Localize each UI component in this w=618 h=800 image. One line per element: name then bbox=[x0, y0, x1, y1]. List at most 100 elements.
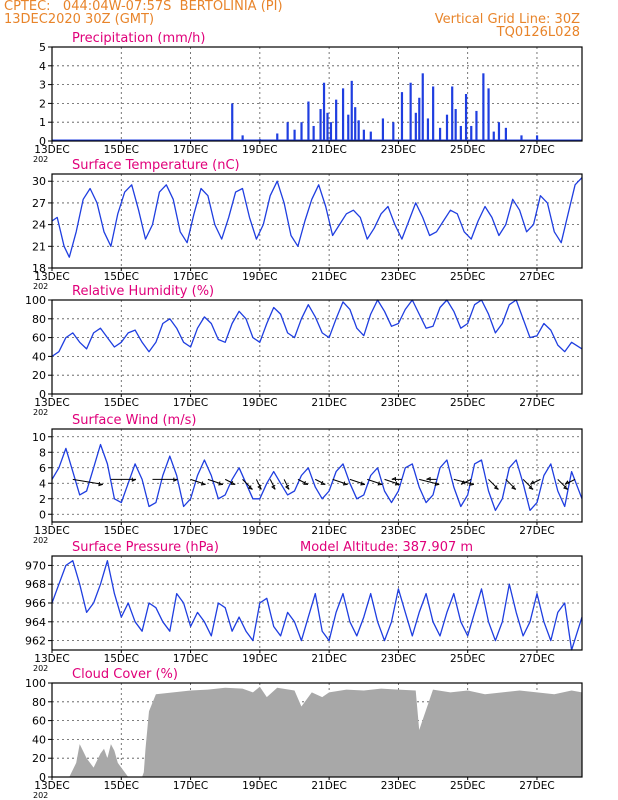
precip-bar bbox=[347, 114, 350, 141]
precip-bar bbox=[307, 101, 310, 141]
x-tick-label: 17DEC bbox=[173, 271, 208, 283]
x-tick-label: 27DEC bbox=[519, 271, 554, 283]
wind-vector-head bbox=[493, 485, 499, 490]
x-tick-label: 27DEC bbox=[519, 397, 554, 409]
x-tick-label: 23DEC bbox=[381, 397, 416, 409]
precip-bar bbox=[241, 135, 244, 141]
y-tick-label: 4 bbox=[39, 477, 46, 490]
precip-bar bbox=[276, 133, 279, 141]
wind-vector-shaft bbox=[367, 478, 383, 485]
wind-vector-shaft bbox=[315, 478, 326, 485]
wind-vector-head bbox=[563, 485, 568, 490]
precip-frame bbox=[51, 46, 583, 142]
wind-vector-head bbox=[391, 476, 396, 482]
model-altitude-label: Model Altitude: 387.907 m bbox=[300, 540, 473, 555]
precip-bar bbox=[341, 88, 345, 141]
wind-vector-shaft bbox=[349, 478, 366, 485]
x-tick-label: 25DEC bbox=[450, 271, 485, 283]
precip-bar bbox=[504, 127, 507, 141]
y-tick-label: 0 bbox=[39, 135, 46, 148]
y-tick-label: 20 bbox=[32, 752, 46, 765]
precip-bar bbox=[487, 88, 490, 141]
wind-vector-head bbox=[218, 481, 223, 486]
wind-vector-shaft bbox=[72, 478, 103, 485]
x-tick-label: 19DEC bbox=[242, 780, 277, 792]
wind-vector-head bbox=[426, 476, 431, 482]
x-tick-label: 23DEC bbox=[381, 780, 416, 792]
temp-frame bbox=[51, 173, 583, 269]
wind-frame bbox=[51, 428, 583, 523]
wind-vector-head bbox=[230, 480, 236, 485]
wind-vector-shaft bbox=[332, 478, 348, 485]
y-tick-label: 80 bbox=[32, 696, 46, 709]
x-tick-label: 15DEC bbox=[104, 144, 139, 156]
x-tick-label: 21DEC bbox=[311, 780, 346, 792]
precip-bar bbox=[421, 73, 424, 141]
wind-vector-head bbox=[377, 481, 383, 486]
y-tick-label: 100 bbox=[25, 677, 46, 690]
y-tick-label: 60 bbox=[32, 332, 46, 345]
wind-vector-head bbox=[511, 485, 516, 490]
precip-title: Precipitation (mm/h) bbox=[72, 31, 205, 46]
wind-title: Surface Wind (m/s) bbox=[72, 413, 196, 428]
x-tick-label: 21DEC bbox=[311, 397, 346, 409]
temp-series-line bbox=[51, 177, 583, 258]
wind-vector-shaft bbox=[505, 479, 517, 490]
y-tick-label: 20 bbox=[32, 369, 46, 382]
precip-bar bbox=[312, 125, 315, 141]
wind-vector-head bbox=[247, 485, 253, 490]
y-tick-label: 0 bbox=[39, 771, 46, 784]
wind-vector-head bbox=[342, 481, 348, 486]
y-tick-label: 27 bbox=[32, 197, 46, 210]
wind-vector-shaft bbox=[224, 478, 236, 485]
x-tick-label: 19DEC bbox=[242, 144, 277, 156]
wind-vector-shaft bbox=[460, 478, 472, 485]
x-tick-label: 25DEC bbox=[450, 780, 485, 792]
x-year-label: 202 bbox=[33, 664, 48, 673]
y-tick-label: 2 bbox=[39, 97, 46, 110]
y-tick-label: 6 bbox=[39, 462, 46, 475]
cloud-panel: 0 20 40 60 80 100 13DEC 15DEC 17DEC 19DEC 21DEC 23D… bbox=[25, 667, 583, 800]
x-tick-label: 21DEC bbox=[311, 271, 346, 283]
precip-bar bbox=[445, 114, 449, 141]
wind-vector-shaft bbox=[283, 479, 290, 490]
y-tick-label: 962 bbox=[25, 635, 46, 648]
x-tick-label: 19DEC bbox=[242, 653, 277, 665]
x-tick-label: 13DEC bbox=[34, 144, 69, 156]
x-year-label: 202 bbox=[33, 282, 48, 291]
x-tick-label: 19DEC bbox=[242, 525, 277, 537]
wind-vector-head bbox=[303, 480, 308, 485]
precip-bar bbox=[322, 82, 326, 141]
x-tick-label: 17DEC bbox=[173, 525, 208, 537]
wind-vector-head bbox=[528, 485, 534, 490]
x-tick-label: 25DEC bbox=[450, 397, 485, 409]
header-run-time: 13DEC2020 30Z (GMT) bbox=[4, 12, 155, 27]
x-year-label: 202 bbox=[33, 408, 48, 417]
x-year-label: 202 bbox=[33, 536, 48, 545]
precip-bar bbox=[470, 125, 473, 141]
wind-vector-head bbox=[564, 480, 570, 485]
precip-bar bbox=[286, 122, 289, 141]
wind-vector-head bbox=[200, 481, 206, 486]
wind-vector-head bbox=[257, 484, 262, 490]
y-tick-label: 3 bbox=[39, 79, 46, 92]
precip-bar bbox=[319, 109, 322, 141]
precip-bar bbox=[535, 135, 539, 141]
x-tick-label: 15DEC bbox=[104, 271, 139, 283]
x-tick-label: 23DEC bbox=[381, 525, 416, 537]
y-tick-label: 24 bbox=[32, 219, 46, 232]
y-tick-label: 0 bbox=[39, 388, 46, 401]
precip-bar bbox=[459, 125, 462, 141]
x-tick-label: 17DEC bbox=[173, 653, 208, 665]
x-tick-label: 25DEC bbox=[450, 144, 485, 156]
precip-bar bbox=[451, 86, 454, 141]
cloud-title: Cloud Cover (%) bbox=[72, 667, 178, 682]
wind-vector-head bbox=[460, 480, 466, 485]
precip-bar bbox=[326, 112, 329, 141]
y-tick-label: 60 bbox=[32, 715, 46, 728]
y-tick-label: 40 bbox=[32, 733, 46, 746]
precip-bar bbox=[426, 118, 430, 141]
x-tick-label: 25DEC bbox=[450, 525, 485, 537]
pressure-title: Surface Pressure (hPa) bbox=[72, 540, 219, 555]
